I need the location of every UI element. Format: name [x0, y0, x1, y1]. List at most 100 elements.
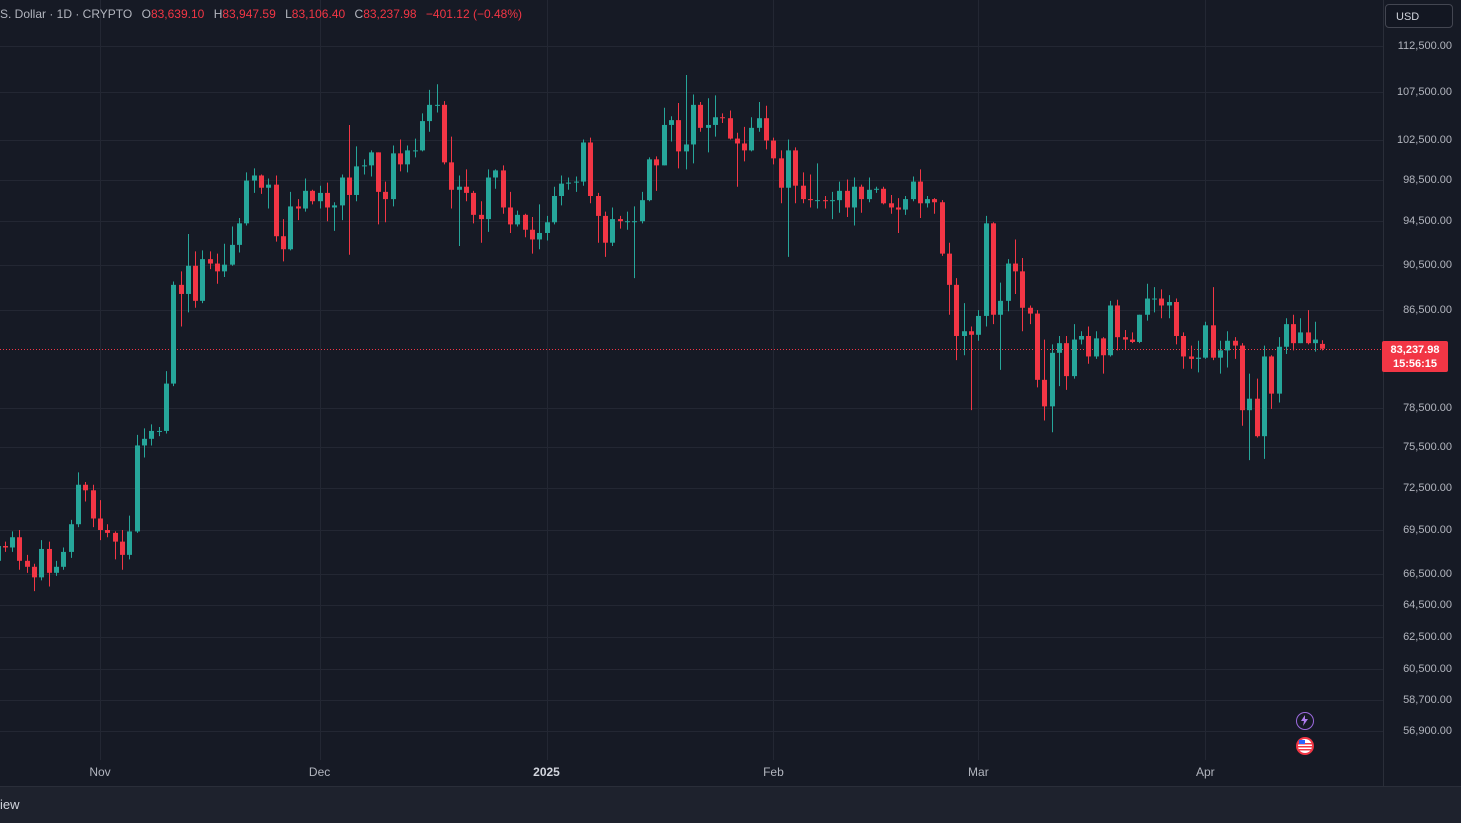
candle	[186, 234, 191, 313]
candle-body	[728, 118, 733, 139]
candle	[288, 191, 293, 251]
candle-body	[501, 170, 506, 208]
candle	[83, 481, 88, 502]
candle-body	[1291, 324, 1296, 344]
candle-body	[186, 265, 191, 294]
candle-body	[105, 529, 110, 533]
candle-body	[471, 192, 476, 215]
candle	[1123, 330, 1128, 350]
candle-body	[10, 537, 15, 548]
candle-body	[1306, 332, 1311, 344]
candle	[1203, 321, 1208, 359]
candle-body	[281, 236, 286, 250]
candle	[918, 169, 923, 219]
candle	[171, 281, 176, 387]
candle	[779, 150, 784, 204]
candle	[98, 500, 103, 541]
candle-body	[962, 331, 967, 336]
candle	[1072, 324, 1077, 379]
candle-body	[354, 166, 359, 195]
candle	[859, 184, 864, 213]
candle	[208, 251, 213, 270]
candle-body	[749, 127, 754, 151]
candle-body	[98, 518, 103, 530]
price-axis[interactable]: 112,500.00 107,500.00 102,500.00 98,500.00 9…	[1383, 0, 1461, 786]
candle-body	[1189, 356, 1194, 359]
candle-body	[1028, 307, 1033, 314]
candle-body	[1101, 338, 1106, 356]
candle	[1115, 299, 1120, 351]
candle	[1035, 310, 1040, 388]
lightning-event-icon[interactable]	[1296, 712, 1314, 730]
candle	[742, 126, 747, 162]
bottom-tab-label[interactable]: iew	[0, 797, 20, 812]
candle	[969, 326, 974, 411]
candle-body	[823, 200, 828, 202]
candle	[135, 434, 140, 533]
candle-body	[1174, 301, 1179, 336]
candle	[911, 176, 916, 202]
candle-body	[991, 223, 996, 315]
candle	[976, 310, 981, 341]
candle-body	[193, 265, 198, 301]
change-value: −401.12 (−0.48%)	[425, 7, 522, 21]
candle	[647, 157, 652, 202]
candle-body	[1313, 339, 1318, 344]
candle-body	[588, 142, 593, 197]
time-tick-label: 2025	[533, 765, 560, 779]
candle-body	[157, 430, 162, 432]
low-value: 83,106.40	[291, 7, 346, 21]
chart-pane[interactable]: S. Dollar · 1D · CRYPTO O83,639.10 H83,9…	[0, 0, 1383, 760]
candle	[881, 186, 886, 205]
candle	[823, 196, 828, 209]
candle-body	[76, 484, 81, 525]
time-axis[interactable]: Nov Dec 2025 Feb Mar Apr	[0, 760, 1383, 786]
candle-body	[874, 188, 879, 190]
candle	[274, 175, 279, 242]
candle	[383, 181, 388, 223]
candle-body	[764, 118, 769, 141]
price-tick-label: 102,500.00	[1396, 133, 1452, 146]
candle	[266, 178, 271, 209]
candle-body	[420, 121, 425, 151]
close-label: C	[354, 7, 364, 21]
candle	[808, 174, 813, 208]
price-tick-label: 72,500.00	[1403, 481, 1452, 494]
candle-body	[252, 175, 257, 181]
candle-body	[1298, 332, 1303, 344]
candle-body	[340, 177, 345, 206]
candle	[215, 253, 220, 284]
candle	[801, 172, 806, 204]
candle	[157, 427, 162, 437]
candle-body	[230, 244, 235, 265]
candle	[76, 472, 81, 528]
candle-body	[325, 192, 330, 208]
candle	[706, 98, 711, 153]
candle	[347, 124, 352, 255]
candle	[237, 218, 242, 253]
candle	[720, 113, 725, 124]
currency-button[interactable]: USD	[1385, 4, 1453, 28]
candle	[932, 198, 937, 214]
us-flag-event-icon[interactable]	[1296, 737, 1314, 755]
current-price-tag: 83,237.98 15:56:15	[1382, 341, 1448, 372]
candle	[889, 194, 894, 214]
candle-body	[654, 159, 659, 166]
candle	[998, 282, 1003, 370]
candle	[632, 206, 637, 279]
candle-body	[552, 196, 557, 223]
candle	[296, 199, 301, 221]
candle	[113, 531, 118, 560]
candlestick-chart[interactable]	[0, 0, 1383, 760]
candle-body	[164, 383, 169, 431]
candle-body	[1218, 350, 1223, 358]
candle	[1006, 259, 1011, 312]
candle-body	[969, 331, 974, 335]
symbol-label[interactable]: S. Dollar · 1D · CRYPTO	[0, 7, 133, 21]
candle-body	[296, 206, 301, 209]
candle-body	[559, 183, 564, 197]
candle-body	[318, 192, 323, 202]
candle	[962, 303, 967, 356]
price-tick-label: 86,500.00	[1403, 304, 1452, 317]
candle-body	[413, 150, 418, 152]
